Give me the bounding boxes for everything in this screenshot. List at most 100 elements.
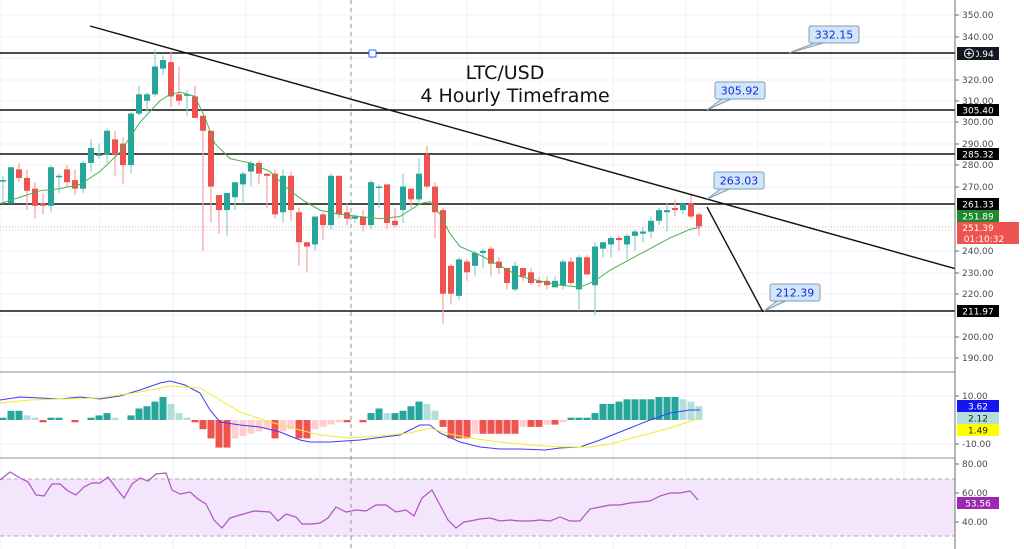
svg-text:332.15: 332.15 (815, 29, 854, 42)
candle (440, 210, 446, 294)
tag-last-price: 251.39 01:10:32 (957, 222, 1019, 245)
price-callouts[interactable]: 332.15 305.92 263.03 212.39 (706, 25, 860, 312)
svg-text:220.00: 220.00 (962, 290, 994, 300)
candle (416, 173, 422, 200)
line-handle[interactable] (368, 49, 377, 58)
candle (176, 94, 182, 101)
candle (512, 265, 518, 290)
candle (528, 272, 534, 283)
trendline[interactable] (89, 25, 1024, 289)
candle (248, 162, 254, 172)
svg-text:300.00: 300.00 (962, 118, 994, 128)
callout-c3[interactable]: 263.03 (706, 171, 765, 200)
svg-text:251.39: 251.39 (962, 224, 994, 234)
candle (688, 203, 694, 217)
candle (56, 175, 62, 178)
callout-c4[interactable]: 212.39 (763, 283, 821, 312)
svg-text:285.32: 285.32 (962, 151, 994, 161)
svg-text:-10.00: -10.00 (962, 440, 991, 450)
candle (400, 186, 406, 211)
candle (8, 167, 14, 204)
rsi-band (0, 478, 955, 537)
candle (336, 175, 342, 215)
rsi-line (0, 471, 699, 529)
candle (208, 130, 214, 187)
candle (472, 252, 478, 266)
candle (592, 246, 598, 286)
candle (232, 182, 238, 198)
tag-261: 261.33 (957, 198, 999, 211)
candle (312, 216, 318, 245)
candle (96, 154, 102, 156)
candle (680, 203, 686, 211)
candle (88, 147, 94, 163)
candle (448, 265, 454, 294)
candle (504, 267, 510, 283)
svg-text:3.62: 3.62 (968, 403, 988, 413)
candle (352, 216, 358, 219)
svg-text:40.00: 40.00 (962, 518, 988, 528)
svg-text:320.00: 320.00 (962, 76, 994, 86)
candle (32, 188, 38, 206)
candle (200, 115, 206, 131)
add-alert-button[interactable] (962, 47, 976, 60)
svg-text:2.12: 2.12 (968, 415, 988, 425)
candle (104, 130, 110, 155)
svg-text:270.00: 270.00 (962, 183, 994, 193)
candle (640, 231, 646, 234)
candle (304, 242, 310, 247)
candle (696, 214, 702, 227)
candle (256, 162, 262, 174)
candle (560, 261, 566, 286)
tag-ma: 251.89 (957, 210, 999, 223)
sma-line (0, 91, 701, 288)
candle (432, 186, 438, 213)
tag-rsi: 53.56 (957, 497, 999, 510)
svg-text:1.49: 1.49 (968, 427, 988, 437)
trendline[interactable] (706, 206, 764, 313)
candle (384, 184, 390, 223)
axis-ticks: 350.00 340.00 320.00 310.00 300.00 290.00 280.… (955, 11, 994, 528)
candle (80, 162, 86, 189)
svg-text:190.00: 190.00 (962, 354, 994, 364)
svg-text:310.00: 310.00 (962, 97, 994, 107)
svg-text:4 Hourly Timeframe: 4 Hourly Timeframe (420, 85, 609, 107)
candle (672, 207, 678, 211)
candle (368, 182, 374, 226)
candle (152, 66, 158, 95)
candle (64, 169, 70, 183)
candle (24, 177, 30, 191)
svg-text:263.03: 263.03 (720, 175, 759, 188)
candle (536, 280, 542, 283)
horizontal-levels[interactable] (0, 52, 955, 312)
candle (480, 250, 486, 253)
callout-c2[interactable]: 305.92 (706, 81, 766, 111)
tag-macd: 3.62 (957, 400, 999, 413)
candle (216, 195, 222, 211)
candle (656, 210, 662, 221)
svg-text:80.00: 80.00 (962, 460, 988, 470)
tag-285: 285.32 (957, 148, 999, 161)
candle (112, 139, 118, 155)
candle (272, 173, 278, 215)
candle (264, 173, 270, 176)
price-axis[interactable] (955, 0, 1024, 549)
candle (120, 143, 126, 166)
candle (392, 220, 398, 226)
candle (288, 175, 294, 211)
trendlines[interactable] (89, 25, 1024, 313)
svg-text:330.94: 330.94 (962, 50, 994, 60)
candle (520, 267, 526, 277)
candle (376, 186, 382, 189)
tag-211: 211.97 (957, 305, 999, 318)
candles (0, 49, 702, 324)
candle (544, 280, 550, 286)
candle (328, 175, 334, 226)
svg-text:211.97: 211.97 (962, 308, 994, 318)
candle (408, 188, 414, 200)
svg-text:305.92: 305.92 (721, 85, 760, 98)
callout-c1[interactable]: 332.15 (788, 25, 860, 54)
candle (128, 113, 134, 166)
svg-text:350.00: 350.00 (962, 11, 994, 21)
